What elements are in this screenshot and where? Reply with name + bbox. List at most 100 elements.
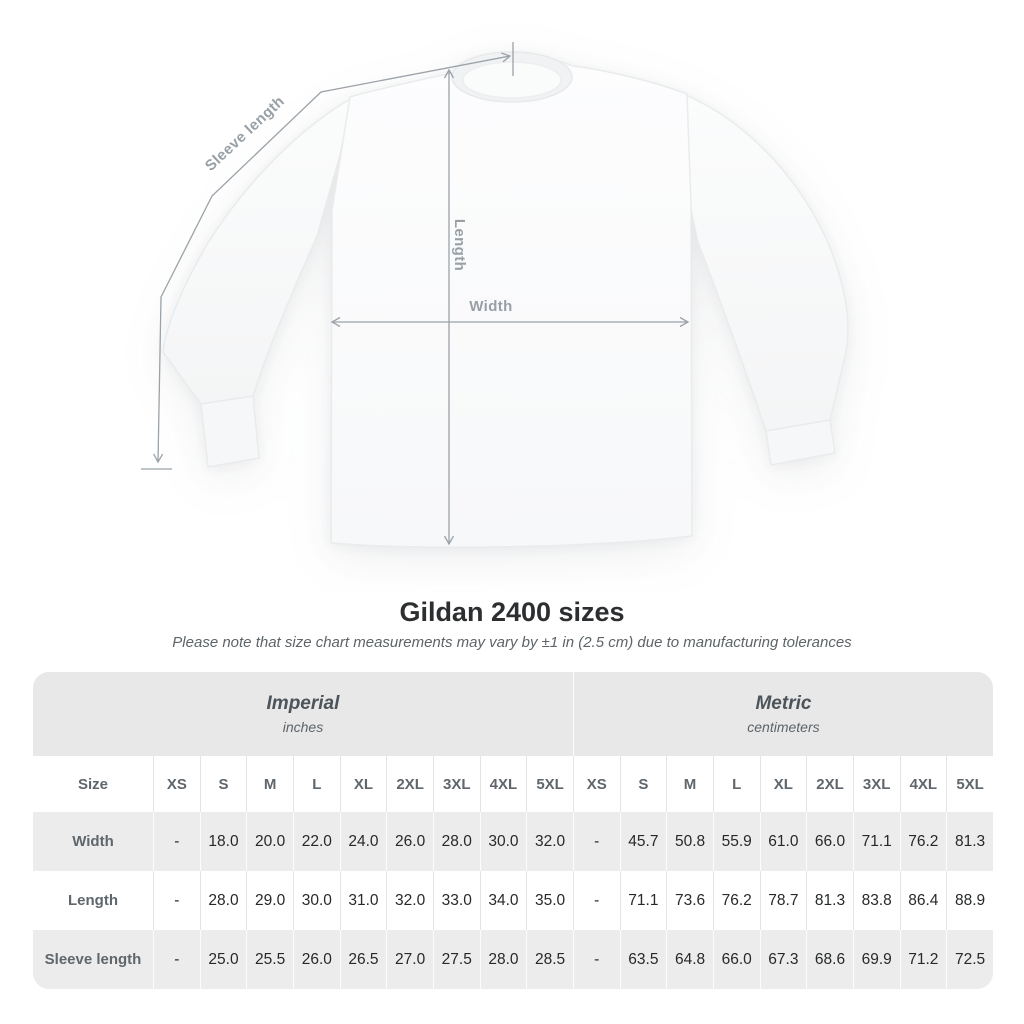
size-column-header: Size: [33, 756, 153, 812]
page-subtitle: Please note that size chart measurements…: [172, 634, 852, 651]
imperial-section-unit: inches: [282, 719, 324, 735]
row-label: Length: [33, 871, 153, 930]
size-header-row: Size XS S M L XL 2XL 3XL 4XL 5XL XS S M L XL 2XL 3XL 4XL 5…: [33, 756, 993, 812]
measurement-cell: 76.2: [899, 812, 947, 871]
measurement-cell: 27.0: [386, 930, 433, 989]
measurement-cell: 20.0: [246, 812, 293, 871]
measurement-cell: 55.9: [712, 812, 760, 871]
table-row: Sleeve length -25.0 25.5 26.0 26.5 27.0 27.5 28…: [33, 930, 993, 989]
measurement-cell: 26.5: [339, 930, 387, 989]
measurement-cell: 31.0: [339, 871, 387, 930]
measurement-cell: -: [572, 871, 620, 930]
measurement-cell: -: [153, 812, 200, 871]
shirt-collar-opening: [462, 61, 562, 99]
measurement-cell: -: [153, 930, 200, 989]
size-header-metric: 3XL: [852, 756, 900, 812]
measurement-cell: 26.0: [386, 812, 433, 871]
sleeve-length-arrow: [153, 52, 512, 464]
measurement-cell: 28.0: [479, 930, 527, 989]
measurement-cell: 86.4: [899, 871, 947, 930]
measurement-cell: 32.0: [526, 812, 573, 871]
row-label: Width: [33, 812, 153, 871]
table-row: Length -28.0 29.0 30.0 31.0 32.0 33.0 34.0 35.0-…: [33, 871, 993, 930]
size-header-metric: L: [712, 756, 760, 812]
size-header-imperial: 4XL: [479, 756, 527, 812]
size-header-metric: 2XL: [806, 756, 853, 812]
measurement-cell: 73.6: [666, 871, 713, 930]
measurement-cell: 81.3: [806, 871, 853, 930]
shirt-left-cuff: [200, 395, 260, 468]
measurement-cell: 34.0: [479, 871, 527, 930]
size-header-metric: M: [666, 756, 713, 812]
measurement-cell: 69.9: [852, 930, 900, 989]
measurement-cell: 63.5: [619, 930, 667, 989]
length-label: Length: [451, 219, 468, 271]
measurement-cell: -: [572, 930, 620, 989]
measurement-cell: 50.8: [666, 812, 713, 871]
measurement-cell: -: [572, 812, 620, 871]
unit-band-row: Imperial inches Metric centimeters: [33, 672, 993, 756]
table-row: Width -18.0 20.0 22.0 24.0 26.0 28.0 30.0 32.0-4…: [33, 812, 993, 871]
measurement-cell: -: [153, 871, 200, 930]
page-title: Gildan 2400 sizes: [399, 597, 625, 627]
measurement-cell: 35.0: [526, 871, 573, 930]
measurement-cell: 76.2: [712, 871, 760, 930]
shirt-left-sleeve: [162, 97, 353, 405]
measurement-cell: 30.0: [292, 871, 340, 930]
measurement-cell: 68.6: [806, 930, 853, 989]
measurement-cell: 67.3: [759, 930, 807, 989]
size-header-imperial: 2XL: [386, 756, 433, 812]
imperial-section-header: Imperial inches: [33, 672, 573, 756]
size-header-metric: 5XL: [946, 756, 993, 812]
metric-section-header: Metric centimeters: [572, 672, 993, 756]
size-header-imperial: XL: [339, 756, 387, 812]
metric-section-unit: centimeters: [747, 719, 820, 735]
size-header-metric: S: [619, 756, 667, 812]
row-label: Sleeve length: [33, 930, 153, 989]
measurement-cell: 26.0: [292, 930, 340, 989]
measurement-cell: 24.0: [339, 812, 387, 871]
size-header-imperial: 5XL: [526, 756, 573, 812]
shirt-measurement-diagram: Sleeve length Length Width: [141, 42, 849, 548]
measurement-cell: 72.5: [946, 930, 993, 989]
measurement-cell: 29.0: [246, 871, 293, 930]
measurement-cell: 22.0: [292, 812, 340, 871]
measurement-cell: 81.3: [946, 812, 993, 871]
measurement-cell: 28.5: [526, 930, 573, 989]
measurement-cell: 61.0: [759, 812, 807, 871]
size-header-metric: XS: [572, 756, 620, 812]
measurement-cell: 71.1: [852, 812, 900, 871]
size-chart-table: Imperial inches Metric centimeters Size X…: [33, 672, 993, 989]
measurement-cell: 71.1: [619, 871, 667, 930]
width-label: Width: [469, 298, 513, 315]
measurement-cell: 66.0: [712, 930, 760, 989]
measurement-cell: 88.9: [946, 871, 993, 930]
size-header-metric: XL: [759, 756, 807, 812]
measurement-cell: 25.0: [199, 930, 247, 989]
size-header-imperial: 3XL: [432, 756, 480, 812]
measurement-cell: 18.0: [199, 812, 247, 871]
measurement-cell: 66.0: [806, 812, 853, 871]
size-header-imperial: L: [292, 756, 340, 812]
shirt-right-cuff: [765, 419, 836, 466]
shirt-right-sleeve: [685, 94, 849, 432]
size-header-imperial: XS: [153, 756, 200, 812]
measurement-cell: 28.0: [199, 871, 247, 930]
measurement-cell: 27.5: [432, 930, 480, 989]
measurement-cell: 83.8: [852, 871, 900, 930]
measurement-cell: 25.5: [246, 930, 293, 989]
size-header-metric: 4XL: [899, 756, 947, 812]
measurement-cell: 71.2: [899, 930, 947, 989]
metric-section-title: Metric: [755, 693, 812, 714]
imperial-section-title: Imperial: [266, 693, 340, 714]
measurement-cell: 32.0: [386, 871, 433, 930]
size-header-imperial: M: [246, 756, 293, 812]
size-header-imperial: S: [199, 756, 247, 812]
measurement-cell: 45.7: [619, 812, 667, 871]
measurement-cell: 78.7: [759, 871, 807, 930]
measurement-cell: 28.0: [432, 812, 480, 871]
measurement-annotations: [141, 42, 690, 546]
measurement-cell: 33.0: [432, 871, 480, 930]
measurement-cell: 30.0: [479, 812, 527, 871]
measurement-cell: 64.8: [666, 930, 713, 989]
